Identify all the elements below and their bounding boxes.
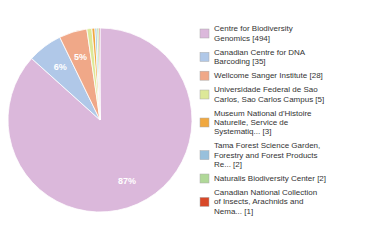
legend-label-line: Re... [2] xyxy=(214,160,242,169)
legend-label-line: of Insects, Arachnids and xyxy=(214,197,303,206)
legend-label: Canadian Centre for DNABarcoding [35] xyxy=(214,48,306,66)
data-label: 87% xyxy=(118,176,136,186)
legend-swatch xyxy=(200,71,209,80)
legend-label: Tama Forest Science Garden,Forestry and … xyxy=(214,141,320,168)
legend-swatch xyxy=(200,118,209,127)
legend-label: Centre for BiodiversityGenomics [494] xyxy=(214,24,293,42)
data-labels: 87% 6% 5% xyxy=(54,52,136,186)
legend-label-line: Wellcome Sanger Institute [28] xyxy=(214,71,323,80)
legend-label-line: Carlos, Sao Carlos Campus [5] xyxy=(214,95,324,104)
legend-swatch xyxy=(200,174,209,183)
slices xyxy=(8,28,192,212)
legend-label: Universidade Federal de SaoCarlos, Sao C… xyxy=(214,85,324,103)
legend-swatch xyxy=(200,151,209,160)
legend-label-line: Nema... [1] xyxy=(214,207,253,216)
legend-label-line: Forestry and Forest Products xyxy=(214,151,318,160)
legend-label-line: Universidade Federal de Sao xyxy=(214,85,318,94)
legend-swatch xyxy=(200,197,209,206)
legend-label-line: Genomics [494] xyxy=(214,34,270,43)
data-label: 6% xyxy=(54,62,67,72)
legend: Centre for BiodiversityGenomics [494] Can… xyxy=(200,24,326,215)
chart-container: 87% 6% 5% Centre for BiodiversityGenomics [… xyxy=(0,0,380,240)
legend-label-line: Systematiq... [3] xyxy=(214,127,271,136)
legend-label-line: Barcoding [35] xyxy=(214,57,266,66)
pie-slice xyxy=(99,28,100,120)
legend-label: Naturalis Biodiversity Center [2] xyxy=(214,174,326,183)
pie-slice xyxy=(60,29,100,120)
legend-label-line: Museum National d'Histoire xyxy=(214,109,312,118)
legend-swatch xyxy=(200,52,209,61)
legend-swatch xyxy=(200,29,209,38)
legend-label-line: Canadian Centre for DNA xyxy=(214,48,306,57)
data-label: 5% xyxy=(74,52,87,62)
legend-swatch xyxy=(200,90,209,99)
legend-label: Canadian National Collectionof Insects, … xyxy=(214,188,317,215)
legend-label-line: Canadian National Collection xyxy=(214,188,317,197)
pie-slice xyxy=(8,28,192,212)
legend-label-line: Naturelle, Service de xyxy=(214,118,289,127)
legend-label: Museum National d'HistoireNaturelle, Ser… xyxy=(214,109,312,136)
pie-slice xyxy=(87,28,100,120)
legend-label-line: Naturalis Biodiversity Center [2] xyxy=(214,174,326,183)
pie-slice xyxy=(92,28,100,120)
chart: 87% 6% 5% Centre for BiodiversityGenomics [… xyxy=(0,0,380,240)
legend-label-line: Tama Forest Science Garden, xyxy=(214,141,320,150)
pie-slice xyxy=(97,28,100,120)
legend-label-line: Centre for Biodiversity xyxy=(214,24,293,33)
pie-slice xyxy=(95,28,100,120)
legend-label: Wellcome Sanger Institute [28] xyxy=(214,71,323,80)
